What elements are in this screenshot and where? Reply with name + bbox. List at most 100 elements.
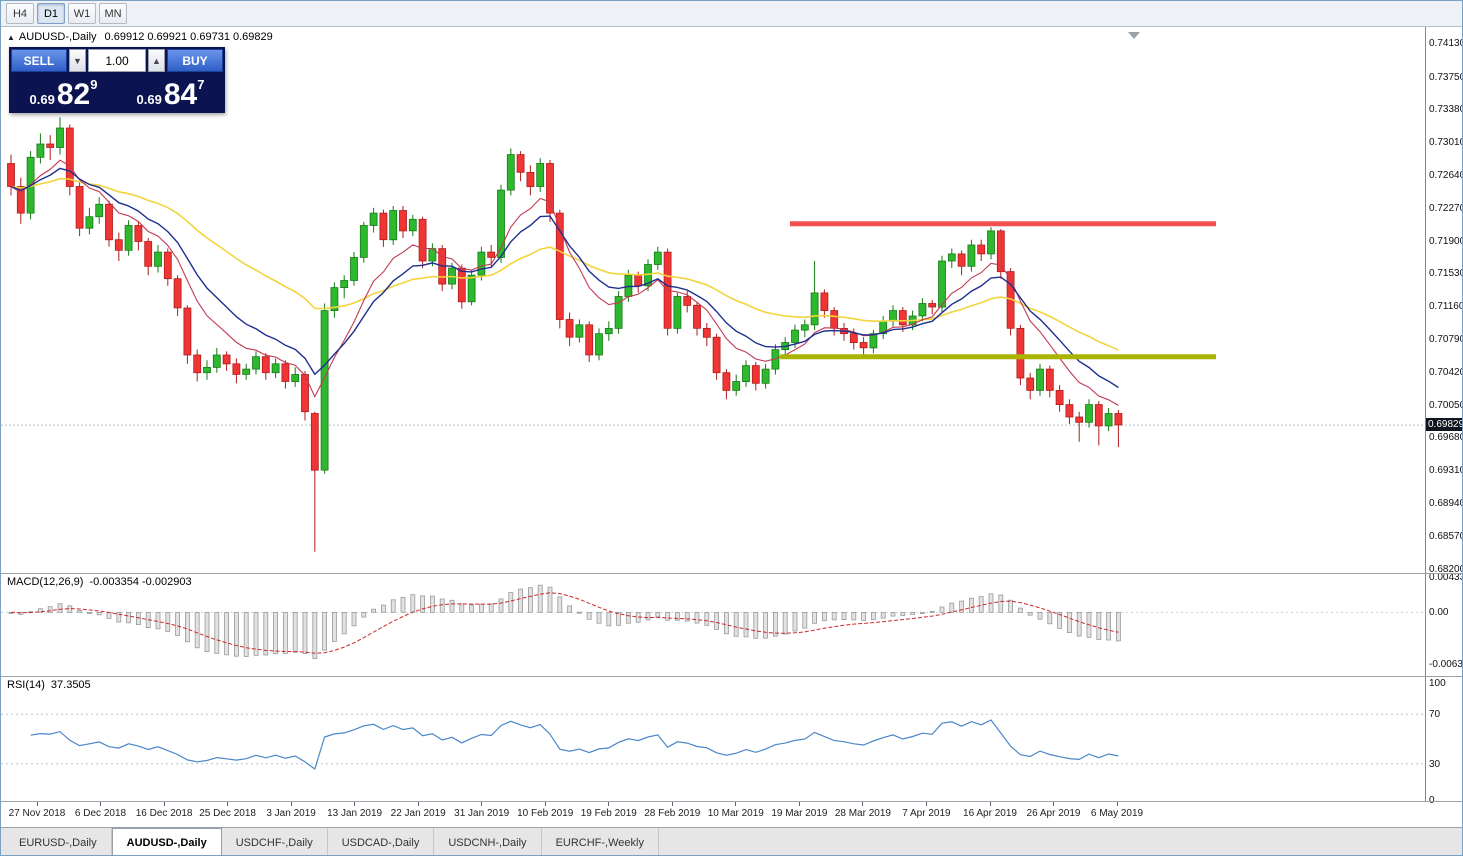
chart-tabs-bar: EURUSD-,Daily AUDUSD-,Daily USDCHF-,Daily U… <box>1 827 1462 855</box>
price-scale-label: 0.69310 <box>1429 465 1463 477</box>
date-label: 31 Jan 2019 <box>454 808 510 819</box>
date-tick <box>354 802 356 806</box>
price-scale-label: 0.71160 <box>1429 301 1463 313</box>
chevron-up-icon: ▲ <box>152 55 161 66</box>
date-label: 10 Feb 2019 <box>517 808 574 819</box>
date-tick <box>163 802 165 806</box>
date-tick <box>36 802 38 806</box>
volume-decrease-button[interactable]: ▼ <box>69 49 86 72</box>
price-scale-label: 0.71900 <box>1429 235 1463 247</box>
ask-prefix: 0.69 <box>136 92 162 107</box>
rsi-indicator-panel[interactable]: RSI(14) 37.3505 <box>1 677 1425 801</box>
date-label: 13 Jan 2019 <box>327 808 383 819</box>
ma-mid <box>10 167 1119 389</box>
date-label: 27 Nov 2018 <box>8 808 66 819</box>
date-label: 19 Mar 2019 <box>771 808 828 819</box>
buy-button[interactable]: BUY <box>167 49 223 72</box>
date-label: 25 Dec 2018 <box>199 808 256 819</box>
price-scale-label: 100 <box>1429 678 1446 689</box>
chart-tab-eurchf-weekly[interactable]: EURCHF-,Weekly <box>542 828 659 855</box>
rsi-chart[interactable] <box>1 677 1425 801</box>
bid-prefix: 0.69 <box>29 92 55 107</box>
panel-separator[interactable] <box>1 573 1462 574</box>
price-scale-label: 0.73010 <box>1429 137 1463 149</box>
date-label: 16 Apr 2019 <box>963 808 1017 819</box>
price-chart-panel[interactable]: ▲ AUDUSD-,Daily 0.69912 0.69921 0.69731 0.… <box>1 27 1425 573</box>
one-click-trading-panel: SELL ▼ ▲ BUY 0.69 82 9 0.69 84 7 <box>9 47 225 113</box>
macd-signal-line <box>10 592 1119 654</box>
price-scale-label: 0.72640 <box>1429 169 1463 181</box>
date-tick <box>481 802 483 806</box>
panel-separator <box>1 801 1462 802</box>
date-label: 7 Apr 2019 <box>902 808 951 819</box>
candlestick-chart[interactable] <box>1 27 1425 573</box>
date-tick <box>862 802 864 806</box>
date-tick <box>1053 802 1054 806</box>
chart-tab-usdcnh-daily[interactable]: USDCNH-,Daily <box>434 828 542 855</box>
date-tick <box>417 802 419 806</box>
volume-increase-button[interactable]: ▲ <box>148 49 165 72</box>
timeframe-button-w1[interactable]: W1 <box>68 3 96 24</box>
bid-big-digits: 82 <box>56 78 91 111</box>
date-tick <box>1116 802 1118 806</box>
price-scale-label: 0.68940 <box>1429 497 1463 509</box>
chart-header: ▲ AUDUSD-,Daily 0.69912 0.69921 0.69731 0.… <box>7 31 273 43</box>
macd-chart[interactable] <box>1 574 1425 676</box>
price-scale-label: 0.69680 <box>1429 432 1463 444</box>
bid-price-display[interactable]: 0.69 82 9 <box>11 74 116 111</box>
price-scale-label: 0.70420 <box>1429 366 1463 378</box>
sell-button[interactable]: SELL <box>11 49 67 72</box>
ma-fast <box>10 159 1119 406</box>
timeframe-toolbar: H4 D1 W1 MN <box>1 1 1462 27</box>
price-axis[interactable]: 0.69829 0.74130 0.73750 0.73380 0.73010 0.72… <box>1425 27 1463 806</box>
date-label: 22 Jan 2019 <box>390 808 446 819</box>
date-label: 6 May 2019 <box>1090 808 1144 819</box>
price-scale-label: 70 <box>1429 709 1441 721</box>
rsi-line <box>30 719 1119 770</box>
price-scale-label: -0.006371 <box>1429 659 1463 671</box>
price-scale-label: 0.74130 <box>1429 37 1463 49</box>
chart-tab-usdcad-daily[interactable]: USDCAD-,Daily <box>328 828 435 855</box>
ma-slow <box>10 177 1119 351</box>
macd-histogram <box>8 584 1121 659</box>
candles <box>7 117 1123 552</box>
price-scale-label: 0.68570 <box>1429 530 1463 542</box>
date-label: 28 Mar 2019 <box>834 808 891 819</box>
price-scale-label: 0.70050 <box>1429 399 1463 411</box>
date-tick <box>735 802 737 806</box>
date-tick <box>989 802 991 806</box>
moving-averages <box>10 159 1119 406</box>
price-scale-label: 0.72270 <box>1429 202 1463 214</box>
macd-header: MACD(12,26,9) -0.003354 -0.002903 <box>7 576 198 588</box>
ask-big-digits: 84 <box>163 78 198 111</box>
chart-ohlc-values: 0.69912 0.69921 0.69731 0.69829 <box>104 31 273 43</box>
bid-pip-digit: 9 <box>90 77 98 92</box>
time-axis[interactable]: 27 Nov 2018 6 Dec 2018 16 Dec 2018 25 Dec 2… <box>1 802 1425 827</box>
price-scale-label: 0.73750 <box>1429 71 1463 83</box>
chevron-down-icon: ▼ <box>73 55 82 66</box>
chart-tab-audusd-daily[interactable]: AUDUSD-,Daily <box>111 828 222 855</box>
timeframe-button-mn[interactable]: MN <box>99 3 127 24</box>
date-label: 16 Dec 2018 <box>135 808 193 819</box>
date-tick <box>100 802 101 806</box>
chart-tab-usdchf-daily[interactable]: USDCHF-,Daily <box>222 828 328 855</box>
macd-indicator-panel[interactable]: MACD(12,26,9) -0.003354 -0.002903 <box>1 574 1425 676</box>
date-label: 28 Feb 2019 <box>644 808 701 819</box>
price-scale-label: 30 <box>1429 758 1441 770</box>
date-tick <box>798 802 800 806</box>
rsi-value: 37.3505 <box>50 679 91 691</box>
volume-input[interactable] <box>88 49 146 72</box>
date-tick <box>925 802 927 806</box>
price-scale-label: 0.004331 <box>1429 572 1462 583</box>
timeframe-button-d1[interactable]: D1 <box>37 3 65 24</box>
ask-price-display[interactable]: 0.69 84 7 <box>118 74 223 111</box>
timeframe-button-h4[interactable]: H4 <box>6 3 34 24</box>
date-tick <box>290 802 292 806</box>
date-tick <box>544 802 546 806</box>
price-scale-label: 0.71530 <box>1429 268 1463 280</box>
date-label: 3 Jan 2019 <box>266 808 316 819</box>
chart-tab-eurusd-daily[interactable]: EURUSD-,Daily <box>5 828 112 855</box>
collapse-icon[interactable]: ▲ <box>7 33 15 42</box>
panel-separator[interactable] <box>1 676 1462 677</box>
